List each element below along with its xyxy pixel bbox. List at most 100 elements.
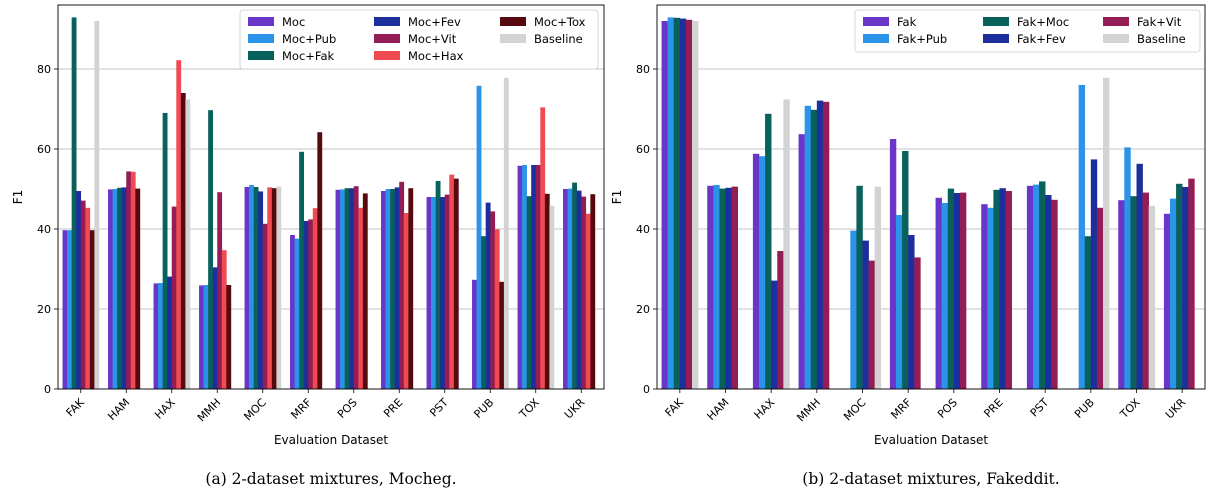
bar-fak-moc-pub — [1084, 236, 1092, 389]
bar-moc-tox-hax — [180, 93, 186, 389]
bar-moc-ham — [108, 189, 113, 389]
bar-fak-ukr — [1163, 213, 1171, 389]
bar-fak-fev-hax — [771, 280, 778, 389]
bar-baseline-moc — [276, 186, 282, 389]
bar-moc-pub-hax — [158, 283, 163, 389]
bar-fak-fev-pub — [1090, 159, 1098, 389]
y-tick-label: 80 — [636, 63, 650, 76]
legend-swatch — [983, 17, 1009, 26]
bar-fak-moc-pst — [1039, 181, 1046, 389]
y-tick-label: 40 — [636, 223, 650, 236]
y-axis-label: F1 — [11, 190, 25, 205]
bar-fak-fak — [661, 21, 668, 389]
bar-fak-moc-pre — [993, 189, 1000, 389]
bar-moc-pub-mrf — [294, 238, 300, 389]
bar-fak-fev-pos — [953, 193, 961, 389]
legend-swatch — [374, 34, 400, 43]
bar-moc-fev-mmh — [212, 267, 218, 389]
bar-fak-moc-moc — [856, 185, 863, 389]
bar-moc-fev-pub — [485, 202, 491, 389]
bar-moc-hax-pos — [358, 207, 364, 389]
bar-moc-pos — [335, 189, 341, 389]
bar-moc-mmh — [199, 285, 204, 389]
bar-moc-pub-pos — [340, 189, 345, 389]
bar-moc-pub-pst — [431, 197, 436, 389]
legend-entry: Baseline — [1137, 32, 1186, 46]
bar-fak-moc-mmh — [810, 109, 818, 390]
bar-moc-hax-pub — [494, 229, 500, 389]
x-tick-label: UKR — [562, 396, 588, 422]
legend-entry: Moc+Vit — [408, 32, 457, 46]
legend-entry: Fak+Fev — [1017, 32, 1066, 46]
bar-fak-pub-ukr — [1169, 198, 1177, 389]
bar-moc-fak-tox — [526, 196, 532, 389]
x-tick-label: MMH — [794, 396, 822, 424]
bar-fak-pub-hax — [758, 156, 766, 389]
bar-fak-pre — [981, 204, 988, 389]
legend-swatch — [1103, 34, 1129, 43]
bar-fak-moc-fak — [673, 17, 681, 390]
bar-moc-tox-ham — [135, 188, 141, 389]
bar-moc-pub-ukr — [567, 188, 573, 389]
y-tick-label: 60 — [636, 143, 650, 156]
legend-entry: Fak+Moc — [1017, 15, 1069, 29]
plot-frame — [57, 4, 605, 390]
bar-moc-fak-fak — [71, 17, 77, 390]
x-tick-label: PUB — [1072, 396, 1097, 421]
bar-fak-vit-tox — [1142, 192, 1149, 389]
bar-fak-mmh — [798, 134, 805, 389]
bar-fak-mrf — [889, 139, 897, 389]
x-axis-label: Evaluation Dataset — [274, 433, 388, 447]
bar-moc-vit-pre — [399, 181, 405, 389]
bar-moc-ukr — [563, 189, 568, 389]
bar-moc-hax-pst — [449, 174, 455, 389]
x-tick-label: FAK — [63, 395, 87, 419]
bar-moc-fev-pos — [349, 188, 355, 389]
bar-moc-fev-ukr — [576, 190, 582, 389]
legend-swatch — [500, 34, 526, 43]
bar-fak-vit-pre — [1005, 191, 1012, 389]
legend-swatch — [500, 17, 526, 26]
bar-fak-moc-hax — [765, 113, 772, 390]
bar-baseline-hax — [783, 99, 790, 390]
bar-fak-fev-ukr — [1182, 187, 1189, 389]
chart-panel-b: 0 20 40 60 80 FAK HAM HAX MMH MOC MRF POS PRE PST PUB T… — [610, 4, 1206, 488]
bar-moc-hax-tox — [540, 107, 546, 390]
bar-moc-tox-fak — [89, 230, 95, 389]
bar-moc-tox-moc — [271, 188, 277, 389]
legend-swatch — [248, 51, 274, 60]
bar-moc-tox-tox — [544, 193, 550, 389]
bar-moc-pub-tox — [522, 165, 527, 389]
bar-fak-vit-pst — [1051, 199, 1058, 389]
bar-fak-pub-fak — [667, 17, 675, 390]
x-tick-label: HAM — [105, 396, 132, 423]
bar-moc-tox-mmh — [226, 285, 232, 389]
x-tick-label: HAX — [152, 396, 178, 422]
bar-fak-pub-tox — [1124, 147, 1131, 389]
bar-moc-vit-mmh — [217, 192, 223, 389]
bar-moc-fak-moc — [253, 187, 259, 389]
legend-swatch — [374, 51, 400, 60]
bar-fak-ham — [707, 185, 714, 389]
bar-fak-pub-pre — [987, 207, 994, 389]
bar-moc-fev-moc — [258, 191, 264, 389]
bar-fak-vit-pos — [959, 192, 967, 389]
bar-fak-vit-pub — [1096, 207, 1104, 389]
legend-entry: Moc+Fak — [282, 49, 335, 63]
y-tick-label: 0 — [643, 383, 650, 396]
chart-panel-a: 0 20 40 60 80 FAK HAM HAX MMH MOC MRF POS PRE PST PUB T… — [11, 4, 605, 488]
bar-fak-fev-ham — [725, 187, 732, 389]
bar-fak-fev-mmh — [816, 100, 824, 389]
x-tick-label: PST — [427, 396, 451, 420]
bar-moc-fev-pst — [440, 197, 446, 389]
bar-fak-vit-mrf — [914, 257, 921, 389]
bar-moc-fev-pre — [394, 187, 400, 389]
bar-moc-mrf — [290, 235, 295, 389]
legend-entry: Moc+Fev — [408, 15, 461, 29]
bar-moc-fak-ukr — [572, 182, 577, 389]
bar-baseline-pub — [503, 77, 509, 390]
bar-fak-pub-pub — [1078, 85, 1086, 389]
bar-fak-pub-pst — [1032, 184, 1040, 389]
bar-moc-tox-pst — [453, 178, 459, 389]
